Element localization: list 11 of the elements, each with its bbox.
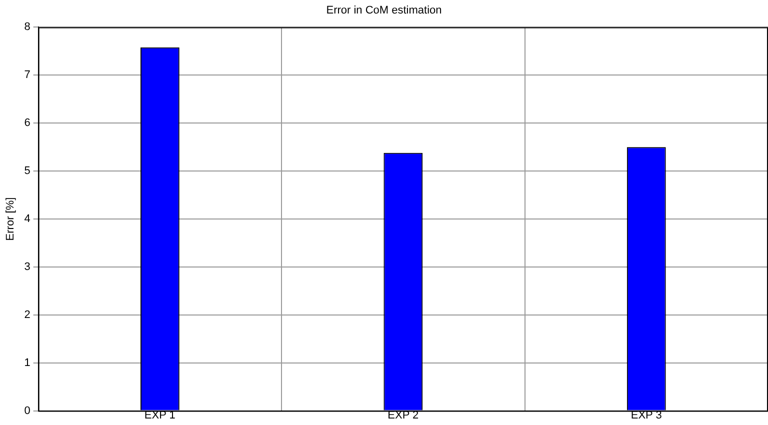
y-tick-label: 8	[24, 21, 30, 34]
y-tick-label: 2	[24, 308, 30, 321]
y-tick-label: 5	[24, 165, 30, 178]
y-tick-label: 6	[24, 117, 30, 130]
y-tick-label: 1	[24, 356, 30, 369]
y-tick-label: 4	[24, 213, 30, 226]
y-tick-label: 0	[24, 404, 30, 417]
y-axis-title: Error [%]	[4, 197, 17, 241]
y-tick-label: 3	[24, 260, 30, 273]
y-tick-label: 7	[24, 69, 30, 82]
chart-title: Error in CoM estimation	[326, 4, 442, 17]
